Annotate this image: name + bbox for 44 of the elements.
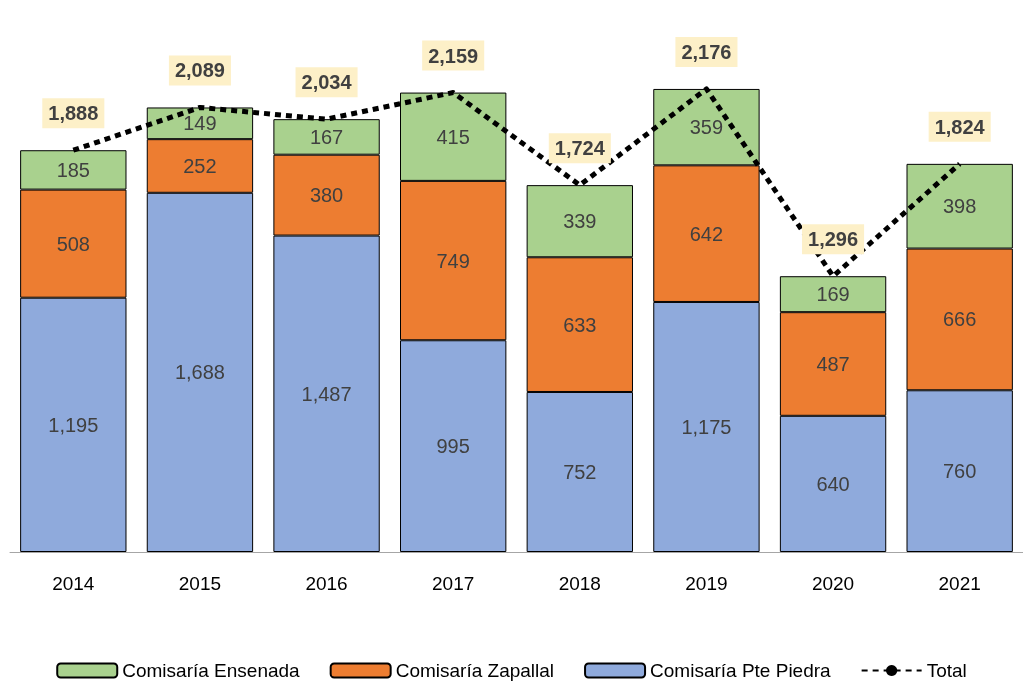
data-label: 1,724 <box>554 137 606 160</box>
data-label: 749 <box>436 249 470 272</box>
legend-label: Comisaría Pte Piedra <box>650 660 832 681</box>
data-label: 2,176 <box>681 40 732 63</box>
data-label: 1,195 <box>48 413 99 436</box>
legend-label: Total <box>926 660 967 681</box>
x-tick-label: 2017 <box>432 573 475 594</box>
data-label: 666 <box>943 308 977 331</box>
data-label: 1,175 <box>681 415 732 438</box>
data-label: 252 <box>183 154 217 177</box>
data-label: 2,089 <box>174 59 225 82</box>
data-label: 149 <box>183 112 217 135</box>
x-tick-label: 2021 <box>938 573 981 594</box>
legend-label: Comisaría Zapallal <box>395 660 555 681</box>
data-label: 2,159 <box>428 44 479 67</box>
data-label: 1,296 <box>808 228 859 251</box>
data-label: 398 <box>943 195 977 218</box>
data-label: 633 <box>563 313 597 336</box>
x-tick-label: 2018 <box>558 573 601 594</box>
data-label: 508 <box>56 232 90 255</box>
data-label: 752 <box>563 460 597 483</box>
data-label: 1,688 <box>174 361 225 384</box>
data-label: 1,487 <box>301 382 352 405</box>
data-label: 995 <box>436 435 470 458</box>
data-label: 1,824 <box>934 115 986 138</box>
data-label: 2,034 <box>301 71 353 94</box>
x-tick-label: 2014 <box>52 573 95 594</box>
data-label: 760 <box>943 460 977 483</box>
data-label: 339 <box>563 210 597 233</box>
data-label: 359 <box>689 116 724 139</box>
data-label: 169 <box>816 283 850 306</box>
data-label: 487 <box>816 352 850 375</box>
data-label: 380 <box>309 184 344 207</box>
x-tick-label: 2020 <box>811 573 855 594</box>
data-label: 642 <box>689 222 724 245</box>
x-tick-label: 2015 <box>178 573 222 594</box>
x-tick-label: 2016 <box>305 573 348 594</box>
data-label: 167 <box>309 125 344 148</box>
data-label: 415 <box>436 125 470 148</box>
x-tick-label: 2019 <box>685 573 728 594</box>
data-label: 640 <box>816 472 850 495</box>
data-label: 1,888 <box>48 102 99 125</box>
legend-label: Comisaría Ensenada <box>122 660 301 681</box>
data-label: 185 <box>56 158 90 181</box>
